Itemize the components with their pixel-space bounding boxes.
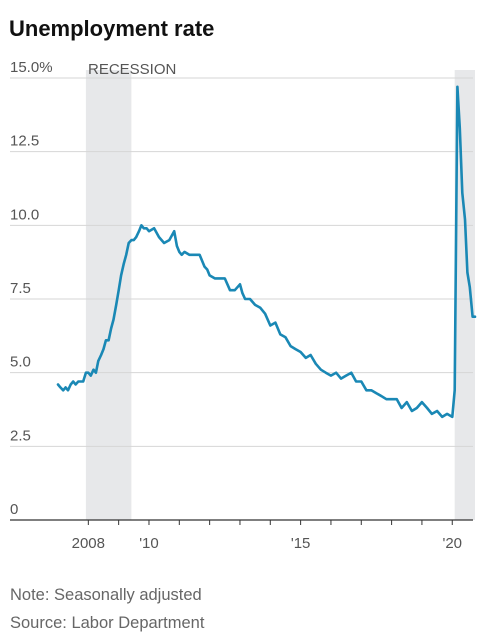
chart-title: Unemployment rate bbox=[9, 16, 214, 41]
y-tick-label: 7.5 bbox=[10, 280, 31, 297]
recession-shading bbox=[85, 70, 475, 520]
series-line-1 bbox=[56, 85, 477, 419]
x-axis: 2008 '10 '15 '20 bbox=[72, 520, 462, 552]
x-tick-label: '15 bbox=[291, 535, 311, 552]
y-tick-label: 15.0% bbox=[10, 59, 53, 76]
series-layer bbox=[56, 85, 477, 419]
source-note: Source: Labor Department bbox=[10, 614, 205, 632]
y-tick-label: 5.0 bbox=[10, 354, 31, 371]
y-tick-label: 0 bbox=[10, 501, 18, 518]
gridlines bbox=[10, 77, 473, 521]
x-tick-label: '20 bbox=[442, 535, 462, 552]
x-tick-label: '10 bbox=[139, 535, 159, 552]
recession-band-2 bbox=[454, 70, 475, 520]
y-tick-label: 2.5 bbox=[10, 427, 31, 444]
y-tick-label: 10.0 bbox=[10, 206, 39, 223]
recession-label: RECESSION bbox=[88, 61, 176, 78]
footnote: Note: Seasonally adjusted bbox=[10, 586, 202, 604]
y-axis-labels: 15.0% 12.5 10.0 7.5 5.0 2.5 0 bbox=[10, 59, 53, 518]
y-tick-label: 12.5 bbox=[10, 133, 39, 150]
x-tick-label: 2008 bbox=[72, 535, 105, 552]
recession-band-1 bbox=[85, 70, 132, 520]
